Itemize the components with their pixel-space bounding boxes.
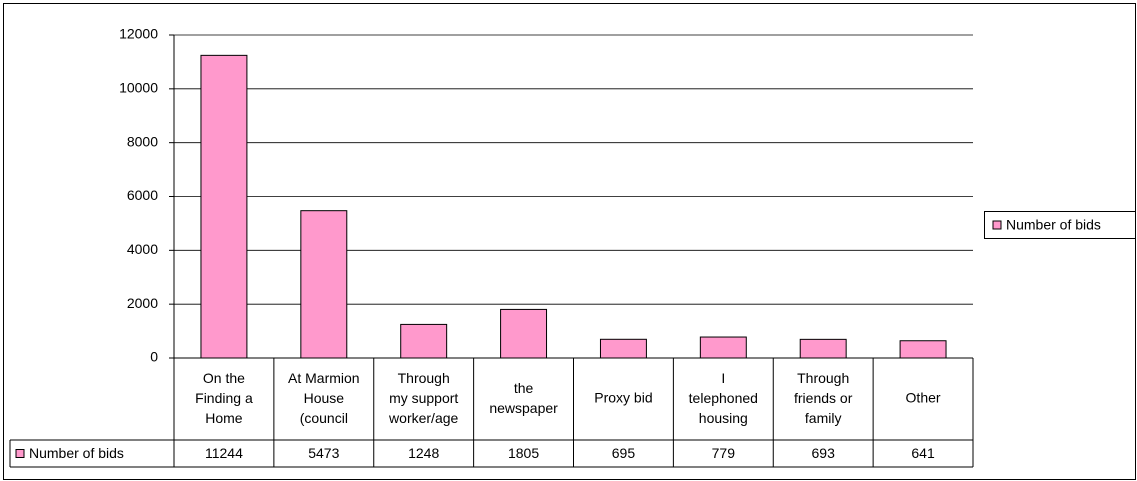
legend-box — [984, 211, 1136, 239]
table-value: 1805 — [508, 445, 539, 461]
y-tick-label: 2000 — [127, 295, 158, 311]
y-tick-label: 10000 — [119, 80, 158, 96]
table-value: 1248 — [408, 445, 439, 461]
bar — [699, 336, 747, 359]
x-tick-label: the newspaper — [489, 380, 558, 416]
legend-label: Number of bids — [1006, 217, 1101, 233]
table-value: 693 — [812, 445, 836, 461]
legend-key — [992, 220, 1002, 230]
table-value: 11244 — [205, 445, 243, 461]
y-tick-label: 0 — [150, 349, 158, 365]
x-tick-label: Other — [906, 390, 941, 406]
bar — [400, 323, 448, 359]
y-tick-label: 6000 — [127, 187, 158, 203]
x-tick-label: At Marmion House (council — [288, 370, 360, 426]
x-tick-label: Through my support worker/age — [388, 370, 458, 426]
bar — [300, 210, 348, 359]
bar — [500, 308, 548, 359]
bar — [899, 340, 947, 359]
bar — [799, 338, 847, 359]
chart-border — [3, 3, 1136, 480]
x-tick-label: On the Finding a Home — [195, 370, 253, 426]
y-tick-label: 8000 — [127, 133, 158, 149]
table-legend-key — [15, 449, 25, 458]
y-tick-label: 4000 — [127, 241, 158, 257]
bar — [200, 54, 248, 359]
table-value: 695 — [612, 445, 636, 461]
y-tick-label: 12000 — [119, 26, 158, 42]
x-tick-label: Through friends or family — [794, 370, 853, 426]
table-value: 779 — [712, 445, 736, 461]
bar — [599, 338, 647, 359]
table-value: 5473 — [308, 445, 339, 461]
table-value: 641 — [911, 445, 935, 461]
table-legend-label: Number of bids — [29, 445, 124, 461]
x-tick-label: Proxy bid — [594, 390, 652, 406]
